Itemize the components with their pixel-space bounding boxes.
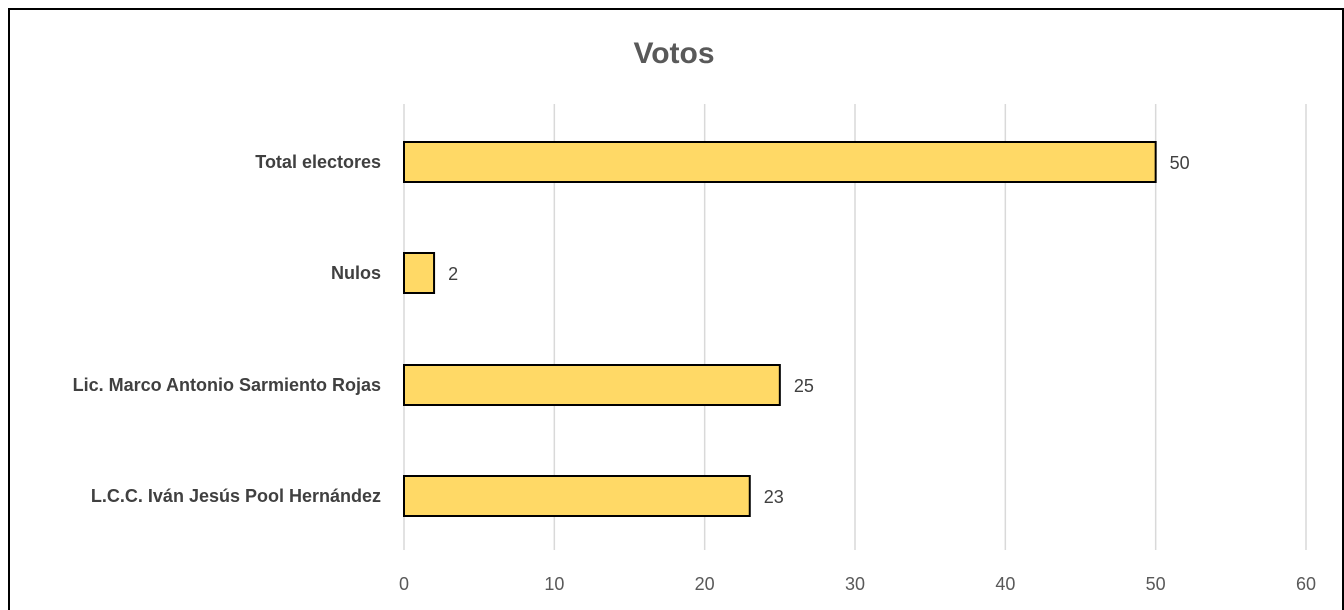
data-label: 2: [448, 264, 458, 284]
x-axis-ticks: 0 10 20 30 40 50 60: [399, 574, 1316, 594]
bar: [403, 475, 751, 517]
chart-title: Votos: [633, 37, 714, 70]
bar: [403, 252, 436, 294]
category-label: Lic. Marco Antonio Sarmiento Rojas: [73, 375, 381, 395]
bars: [403, 141, 1157, 517]
category-label: Total electores: [255, 152, 381, 172]
x-tick-label: 10: [544, 574, 564, 594]
x-tick-label: 20: [695, 574, 715, 594]
x-tick-label: 40: [995, 574, 1015, 594]
bar: [403, 364, 781, 406]
x-tick-label: 0: [399, 574, 409, 594]
data-label: 50: [1170, 153, 1190, 173]
category-label: L.C.C. Iván Jesús Pool Hernández: [91, 486, 381, 506]
x-tick-label: 50: [1146, 574, 1166, 594]
bar: [403, 141, 1157, 183]
data-label: 25: [794, 376, 814, 396]
x-tick-label: 30: [845, 574, 865, 594]
data-labels: 50 2 25 23: [448, 153, 1190, 507]
category-label: Nulos: [331, 263, 381, 283]
category-labels: Total electores Nulos Lic. Marco Antonio S…: [73, 152, 381, 506]
x-tick-label: 60: [1296, 574, 1316, 594]
data-label: 23: [764, 487, 784, 507]
